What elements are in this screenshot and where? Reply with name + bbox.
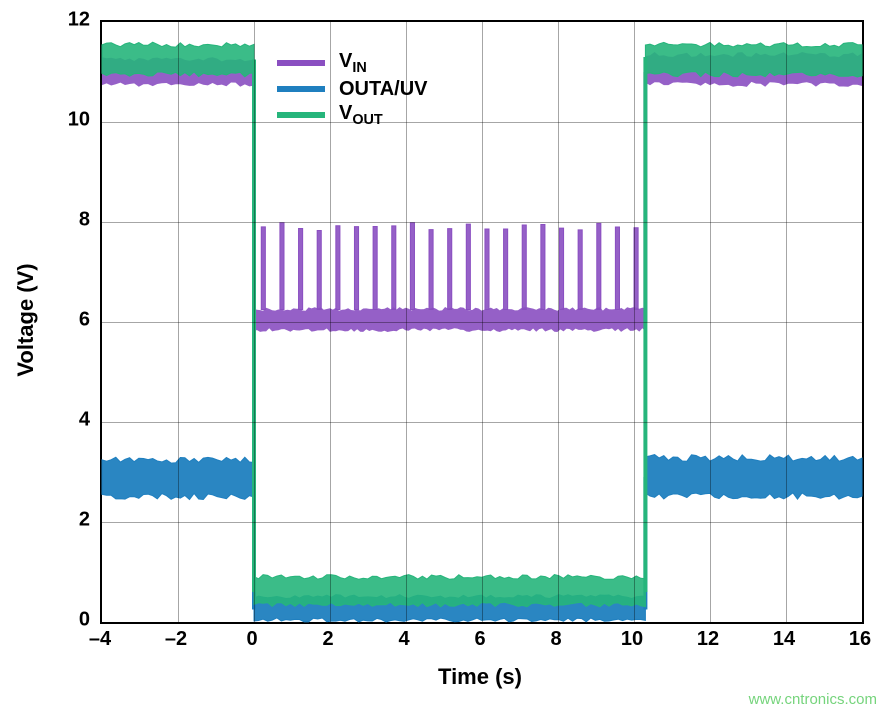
x-tick-label: 8 [550,628,561,651]
y-tick-label: 10 [68,109,100,132]
vin-osc-base [254,307,645,332]
vin-pulse [336,226,340,310]
vin-pulse [280,223,284,310]
vin-pulse [429,230,433,310]
vin-pulse [615,227,619,309]
grid-line-h [102,322,862,323]
watermark: www.cntronics.com [749,691,877,708]
vin-pulse [485,229,489,310]
x-tick-label: 16 [849,628,871,651]
vin-pulse [373,226,377,309]
y-tick-label: 8 [79,209,100,232]
vin-pulse [354,227,358,310]
grid-line-h [102,122,862,123]
x-tick-label: 0 [246,628,257,651]
grid-line-h [102,522,862,523]
vin-pulse [261,227,265,310]
vin-pulse [504,229,508,310]
vin-pulse [597,223,601,309]
vin-pulse [410,223,414,310]
legend-item-outa: OUTA/UV [277,76,428,102]
vin-pulse [392,226,396,310]
legend-item-vout: VOUT [277,102,428,128]
x-tick-label: 2 [322,628,333,651]
trace-band [645,455,862,500]
plot-area: VINOUTA/UVVOUT [100,20,864,624]
x-axis-label: Time (s) [438,664,522,690]
vin-pulse [448,229,452,310]
grid-line-h [102,422,862,423]
vin-pulse [466,224,470,309]
trace-band [645,42,862,77]
vin-pulse [541,225,545,310]
y-tick-label: 2 [79,509,100,532]
x-tick-label: –2 [165,628,187,651]
y-tick-label: 6 [79,309,100,332]
legend-label: VOUT [339,102,383,128]
x-tick-label: 12 [697,628,719,651]
grid-line-h [102,222,862,223]
y-axis-label: Voltage (V) [13,263,39,376]
x-tick-label: 14 [773,628,795,651]
vin-pulse [522,225,526,309]
y-tick-label: 0 [79,609,100,632]
vin-pulse [317,231,321,310]
legend-item-vin: VIN [277,50,428,76]
x-tick-label: 4 [398,628,409,651]
legend: VINOUTA/UVVOUT [277,50,428,128]
chart-container: Voltage (V) VINOUTA/UVVOUT Time (s) www.… [0,0,889,716]
legend-swatch [277,112,325,118]
legend-label: VIN [339,50,367,76]
y-tick-label: 4 [79,409,100,432]
x-tick-label: 6 [474,628,485,651]
legend-label: OUTA/UV [339,78,428,101]
x-tick-label: 10 [621,628,643,651]
y-tick-label: 12 [68,9,100,32]
vin-pulse [559,228,563,309]
trace-band [254,575,645,607]
vin-pulse [299,228,303,309]
legend-swatch [277,60,325,66]
legend-swatch [277,86,325,92]
vin-pulse [578,230,582,310]
